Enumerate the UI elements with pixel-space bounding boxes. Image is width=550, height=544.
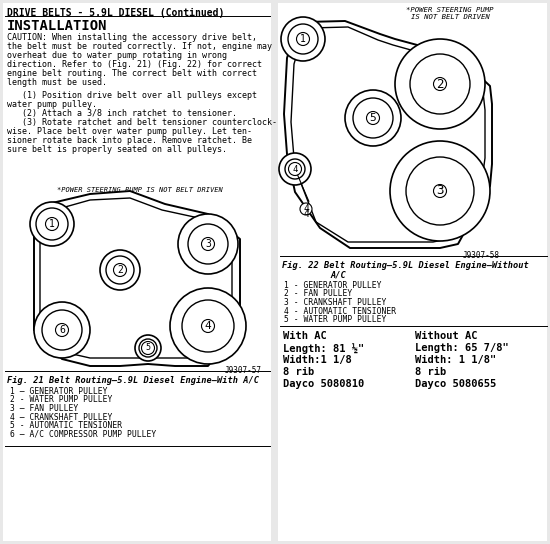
Text: 3 - CRANKSHAFT PULLEY: 3 - CRANKSHAFT PULLEY [284,298,386,307]
Text: J9307-57: J9307-57 [225,366,262,375]
Text: Dayco 5080655: Dayco 5080655 [415,379,496,389]
Text: IS NOT BELT DRIVEN: IS NOT BELT DRIVEN [411,14,490,20]
Text: overheat due to water pump rotating in wrong: overheat due to water pump rotating in w… [7,51,227,60]
Circle shape [353,98,393,138]
Circle shape [182,300,234,352]
Circle shape [42,310,82,350]
Text: *POWER STEERING PUMP IS NOT BELT DRIVEN: *POWER STEERING PUMP IS NOT BELT DRIVEN [57,187,223,193]
Text: (2) Attach a 3/8 inch ratchet to tensioner.: (2) Attach a 3/8 inch ratchet to tension… [7,109,237,118]
Circle shape [170,288,246,364]
Text: 3 – FAN PULLEY: 3 – FAN PULLEY [10,404,78,413]
Text: length must be used.: length must be used. [7,78,107,87]
Circle shape [113,263,127,276]
Text: 6 – A/C COMPRESSOR PUMP PULLEY: 6 – A/C COMPRESSOR PUMP PULLEY [10,430,156,438]
Circle shape [100,250,140,290]
Text: Fig. 22 Belt Routing—5.9L Diesel Engine—Without: Fig. 22 Belt Routing—5.9L Diesel Engine—… [282,261,529,270]
Text: 4 - AUTOMATIC TENSIONER: 4 - AUTOMATIC TENSIONER [284,306,396,316]
Text: direction. Refer to (Fig. 21) (Fig. 22) for correct: direction. Refer to (Fig. 21) (Fig. 22) … [7,60,262,69]
Circle shape [281,17,325,61]
Circle shape [406,157,474,225]
Text: 3: 3 [205,239,211,249]
Circle shape [285,159,305,179]
Circle shape [410,54,470,114]
Bar [3,3,271,541]
Text: 4: 4 [205,321,211,331]
Text: 4: 4 [303,209,309,219]
Circle shape [279,153,311,185]
Text: J9307-58: J9307-58 [463,251,500,260]
Text: DRIVE BELTS - 5.9L DIESEL (Continued): DRIVE BELTS - 5.9L DIESEL (Continued) [7,8,224,18]
Text: 4: 4 [292,164,298,174]
Text: (1) Position drive belt over all pulleys except: (1) Position drive belt over all pulleys… [7,91,257,100]
Circle shape [201,319,214,332]
Circle shape [141,342,155,355]
Circle shape [34,302,90,358]
Text: sure belt is properly seated on all pulleys.: sure belt is properly seated on all pull… [7,145,227,154]
Circle shape [289,163,301,176]
Bar [278,3,547,541]
Circle shape [178,214,238,274]
Circle shape [46,218,58,231]
Text: Width: 1 1/8": Width: 1 1/8" [415,355,496,365]
Circle shape [106,256,134,284]
Text: Length: 65 7/8": Length: 65 7/8" [415,343,509,353]
Circle shape [135,335,161,361]
Text: engine belt routing. The correct belt with correct: engine belt routing. The correct belt wi… [7,69,257,78]
Text: *POWER STEERING PUMP: *POWER STEERING PUMP [406,7,494,13]
Text: 2 - FAN PULLEY: 2 - FAN PULLEY [284,289,352,299]
Text: 5: 5 [146,343,151,353]
Circle shape [390,141,490,241]
Text: 1: 1 [300,34,306,44]
Text: 2 - WATER PUMP PULLEY: 2 - WATER PUMP PULLEY [10,395,112,405]
Circle shape [188,224,228,264]
Circle shape [139,339,157,357]
Circle shape [201,238,214,250]
Text: 2: 2 [117,265,123,275]
Text: water pump pulley.: water pump pulley. [7,100,97,109]
Text: A/C: A/C [330,270,346,279]
Text: 5 - WATER PUMP PULLEY: 5 - WATER PUMP PULLEY [284,315,386,324]
Text: With AC: With AC [283,331,327,341]
Text: Without AC: Without AC [415,331,477,341]
Text: wise. Place belt over water pump pulley. Let ten-: wise. Place belt over water pump pulley.… [7,127,252,136]
Circle shape [300,203,312,215]
Text: INSTALLATION: INSTALLATION [7,19,107,33]
Text: Length: 81 ½": Length: 81 ½" [283,343,364,354]
Text: 4: 4 [303,204,309,214]
Circle shape [56,324,69,337]
Text: 1 - GENERATOR PULLEY: 1 - GENERATOR PULLEY [284,281,382,290]
Text: 1 – GENERATOR PULLEY: 1 – GENERATOR PULLEY [10,387,107,396]
Text: 6: 6 [59,325,65,335]
Text: Dayco 5080810: Dayco 5080810 [283,379,364,389]
Text: 2: 2 [436,77,444,90]
Circle shape [433,184,447,197]
Text: 5 - AUTOMATIC TENSIONER: 5 - AUTOMATIC TENSIONER [10,421,122,430]
Text: 8 rib: 8 rib [415,367,446,377]
Text: Width:1 1/8: Width:1 1/8 [283,355,352,365]
Text: the belt must be routed correctly. If not, engine may: the belt must be routed correctly. If no… [7,42,272,51]
Circle shape [345,90,401,146]
Text: 8 rib: 8 rib [283,367,314,377]
Circle shape [395,39,485,129]
Circle shape [296,33,310,46]
Circle shape [30,202,74,246]
Text: sioner rotate back into place. Remove ratchet. Be: sioner rotate back into place. Remove ra… [7,136,252,145]
Text: (3) Rotate ratchet and belt tensioner counterclock-: (3) Rotate ratchet and belt tensioner co… [7,118,277,127]
Circle shape [366,112,379,125]
Circle shape [433,77,447,90]
Circle shape [36,208,68,240]
Text: CAUTION: When installing the accessory drive belt,: CAUTION: When installing the accessory d… [7,33,257,42]
Text: 5: 5 [370,113,376,123]
Text: Fig. 21 Belt Routing—5.9L Diesel Engine—With A/C: Fig. 21 Belt Routing—5.9L Diesel Engine—… [7,376,259,385]
Text: 1: 1 [49,219,55,229]
Circle shape [288,24,318,54]
Text: 4 – CRANKSHAFT PULLEY: 4 – CRANKSHAFT PULLEY [10,412,112,422]
Text: 3: 3 [436,184,444,197]
